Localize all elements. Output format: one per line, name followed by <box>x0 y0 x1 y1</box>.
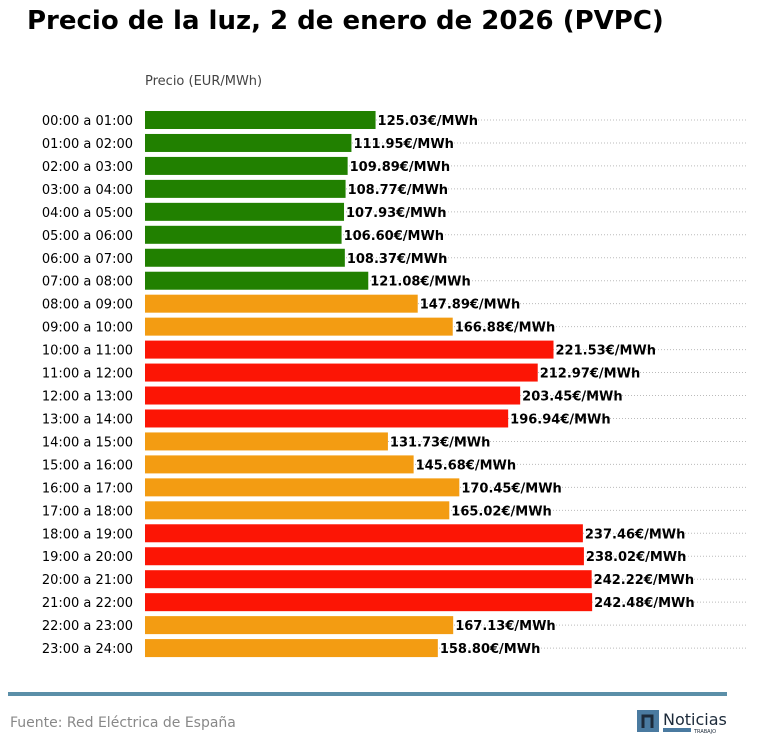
bar <box>145 639 438 658</box>
data-label: 237.46€/MWh <box>585 527 686 542</box>
bar <box>145 570 592 589</box>
category-label: 05:00 a 06:00 <box>42 229 133 244</box>
source-note: Fuente: Red Eléctrica de España <box>10 715 236 731</box>
data-label: 147.89€/MWh <box>420 298 521 313</box>
data-label: 165.02€/MWh <box>451 504 552 519</box>
bar <box>145 340 554 359</box>
category-label: 15:00 a 16:00 <box>42 458 133 473</box>
bar <box>145 156 348 175</box>
data-label: 221.53€/MWh <box>556 344 657 359</box>
category-label: 07:00 a 08:00 <box>42 275 133 290</box>
category-label: 21:00 a 22:00 <box>42 596 133 611</box>
bar <box>145 478 460 497</box>
category-label: 00:00 a 01:00 <box>42 114 133 129</box>
category-label: 01:00 a 02:00 <box>42 137 133 152</box>
data-label: 111.95€/MWh <box>353 137 454 152</box>
category-label: 02:00 a 03:00 <box>42 160 133 175</box>
data-label: 166.88€/MWh <box>455 321 556 336</box>
bar <box>145 133 352 152</box>
bar <box>145 524 583 543</box>
data-label: 109.89€/MWh <box>350 160 451 175</box>
category-label: 06:00 a 07:00 <box>42 252 133 267</box>
bar <box>145 501 450 520</box>
bar <box>145 317 453 336</box>
category-label: 18:00 a 19:00 <box>42 527 133 542</box>
data-label: 158.80€/MWh <box>440 642 540 657</box>
data-label: 106.60€/MWh <box>344 229 445 244</box>
noticias-trabajo-logo: Noticias TRABAJO <box>637 710 727 735</box>
category-label: 23:00 a 24:00 <box>42 642 133 657</box>
data-label: 167.13€/MWh <box>455 619 556 634</box>
data-label: 145.68€/MWh <box>416 458 517 473</box>
data-label: 108.37€/MWh <box>347 252 448 267</box>
bar <box>145 248 345 267</box>
data-label: 170.45€/MWh <box>461 481 562 496</box>
chart-title: Precio de la luz, 2 de enero de 2026 (PV… <box>27 6 664 36</box>
category-label: 13:00 a 14:00 <box>42 412 133 427</box>
bar <box>145 547 584 566</box>
category-label: 08:00 a 09:00 <box>42 298 133 313</box>
category-label: 14:00 a 15:00 <box>42 435 133 450</box>
category-label: 10:00 a 11:00 <box>42 344 133 359</box>
bar <box>145 179 346 198</box>
svg-text:TRABAJO: TRABAJO <box>693 729 716 735</box>
data-label: 196.94€/MWh <box>510 412 610 427</box>
data-label: 238.02€/MWh <box>586 550 687 565</box>
bar <box>145 386 521 405</box>
bar <box>145 111 376 129</box>
category-label: 17:00 a 18:00 <box>42 504 133 519</box>
data-label: 242.48€/MWh <box>594 596 695 611</box>
bar <box>145 363 538 382</box>
category-label: 11:00 a 12:00 <box>42 367 133 382</box>
data-label: 108.77€/MWh <box>348 183 449 198</box>
bar <box>145 455 414 474</box>
category-label: 19:00 a 20:00 <box>42 550 133 565</box>
category-label: 12:00 a 13:00 <box>42 390 133 405</box>
bar <box>145 271 369 290</box>
footer-divider <box>8 692 727 696</box>
bar <box>145 616 454 635</box>
bar <box>145 593 593 612</box>
category-label: 09:00 a 10:00 <box>42 321 133 336</box>
data-label: 125.03€/MWh <box>378 114 479 129</box>
axis-label: Precio (EUR/MWh) <box>145 74 263 89</box>
data-label: 203.45€/MWh <box>522 390 623 405</box>
bar <box>145 225 342 244</box>
bar <box>145 409 509 428</box>
category-label: 04:00 a 05:00 <box>42 206 133 221</box>
bar <box>145 294 418 313</box>
data-label: 212.97€/MWh <box>540 367 641 382</box>
bar-chart: 00:00 a 01:00 125.03€/MWh 01:00 a 02:00 111… <box>42 111 748 658</box>
data-label: 242.22€/MWh <box>594 573 695 588</box>
category-label: 03:00 a 04:00 <box>42 183 133 198</box>
data-label: 121.08€/MWh <box>370 275 471 290</box>
bar <box>145 432 388 451</box>
svg-text:Noticias: Noticias <box>663 710 727 729</box>
bar <box>145 202 345 221</box>
data-label: 107.93€/MWh <box>346 206 447 221</box>
category-label: 16:00 a 17:00 <box>42 481 133 496</box>
category-label: 22:00 a 23:00 <box>42 619 133 634</box>
data-label: 131.73€/MWh <box>390 435 491 450</box>
category-label: 20:00 a 21:00 <box>42 573 133 588</box>
